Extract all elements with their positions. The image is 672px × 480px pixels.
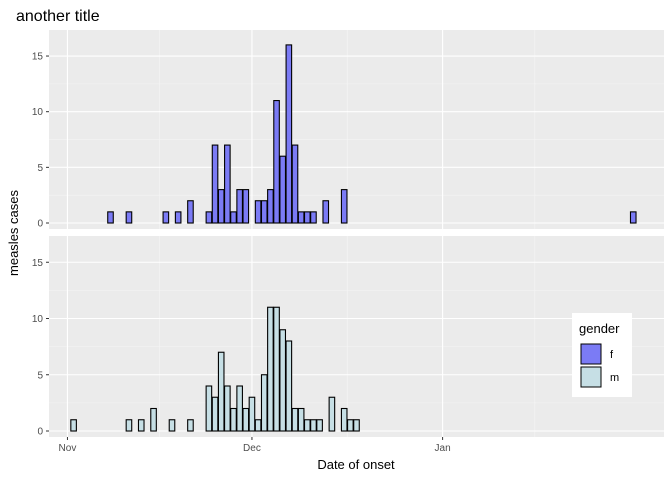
bar-m [285, 340, 293, 432]
bar-m [267, 306, 274, 432]
bar-f [629, 211, 637, 224]
y-tick-label: 0 [37, 427, 43, 438]
bar-f [217, 189, 225, 224]
bar-m [205, 385, 213, 432]
bar-f [107, 211, 114, 224]
bar-m [137, 419, 145, 432]
bar-m [279, 329, 287, 432]
bar-m [260, 374, 268, 432]
bars [70, 44, 637, 432]
bar-f [162, 211, 170, 224]
legend-key-f [580, 343, 602, 365]
bar-m [328, 396, 336, 432]
bar-f [285, 44, 293, 224]
bar-f [303, 211, 311, 224]
bar-m [254, 419, 262, 432]
bar-f [187, 200, 194, 224]
y-tick-label: 15 [32, 258, 44, 269]
bar-m [70, 419, 77, 432]
y-tick-label: 0 [37, 219, 43, 230]
x-tick-label: Jan [435, 443, 451, 454]
panel-f-background [49, 30, 664, 229]
bar-m [217, 351, 225, 432]
bar-m [224, 385, 231, 432]
bar-m [242, 407, 250, 432]
y-tick-label: 15 [32, 52, 44, 63]
y-axis-title: measles cases [6, 190, 21, 276]
legend-label-m: m [610, 372, 619, 384]
bar-f [260, 200, 268, 224]
bar-f [125, 211, 133, 224]
bar-f [340, 189, 348, 224]
bar-m [150, 407, 157, 432]
bar-f [174, 211, 182, 224]
bar-m [310, 419, 317, 432]
bar-m [303, 419, 311, 432]
y-tick-label: 5 [37, 163, 43, 174]
y-tick-label: 5 [37, 370, 43, 381]
bar-m [353, 419, 360, 432]
grid-lines [49, 30, 664, 437]
bar-m [273, 306, 280, 432]
legend-title: gender [579, 321, 620, 336]
x-axis-title: Date of onset [317, 457, 395, 472]
bar-m [230, 407, 237, 432]
bar-f [291, 144, 299, 224]
legend-key-m [580, 366, 602, 388]
legend: gender f m [572, 313, 632, 397]
bar-f [211, 144, 219, 224]
bar-f [322, 200, 330, 224]
bar-f [297, 211, 305, 224]
panel-m-background [49, 236, 664, 437]
bar-f [224, 144, 231, 224]
bar-m [168, 419, 176, 432]
x-axis-ticks: Nov Dec Jan [59, 437, 451, 454]
bar-m [211, 396, 219, 432]
bar-m [340, 407, 348, 432]
bar-f [310, 211, 317, 224]
bar-m [236, 385, 243, 432]
y-tick-label: 10 [32, 314, 44, 325]
bar-m [125, 419, 133, 432]
legend-label-f: f [610, 349, 614, 361]
bar-m [187, 419, 194, 432]
bar-f [267, 189, 274, 224]
bar-m [347, 419, 354, 432]
bar-f [273, 100, 280, 224]
bar-f [254, 200, 262, 224]
x-tick-label: Dec [243, 443, 261, 454]
y-axis-ticks: 0 5 10 15 0 5 10 15 [32, 52, 49, 438]
bar-m [248, 396, 256, 432]
bar-f [279, 155, 287, 224]
bar-m [291, 407, 299, 432]
bar-f [205, 211, 213, 224]
chart-title: another title [16, 8, 100, 25]
y-tick-label: 10 [32, 107, 44, 118]
bar-m [297, 407, 305, 432]
bar-f [242, 189, 250, 224]
x-tick-label: Nov [59, 443, 77, 454]
bar-f [230, 211, 237, 224]
bar-m [316, 419, 323, 432]
bar-f [236, 189, 243, 224]
